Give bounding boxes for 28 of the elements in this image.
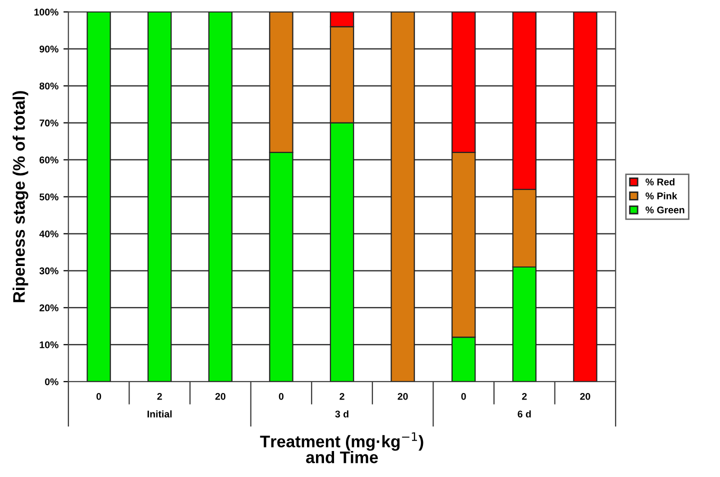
- x-tick-label: 0: [278, 392, 284, 400]
- y-tick-label: 10%: [40, 341, 58, 348]
- x-tick-label: 2: [522, 392, 527, 400]
- text: Initial: [148, 410, 172, 418]
- legend-label: % Pink: [646, 192, 678, 200]
- x-tick-label: 0: [96, 392, 102, 400]
- text: Treatment (mg·kg$^{−1}$) and Time: [260, 432, 424, 464]
- legend-label: % Red: [646, 178, 674, 186]
- legend-label: % Green: [646, 206, 684, 214]
- y-tick-label: 60%: [40, 156, 58, 164]
- y-tick-label: 0%: [45, 378, 58, 386]
- x-tick-label: 0: [461, 392, 466, 400]
- y-axis-title: Ripeness stage (% of total): [12, 91, 28, 302]
- y-tick-label: 70%: [40, 120, 58, 126]
- text: 6 d: [518, 410, 531, 418]
- y-tick-label: 30%: [39, 267, 58, 274]
- y-tick-label: 50%: [40, 193, 58, 200]
- x-tick-label: 2: [340, 392, 344, 400]
- x-tick-label: 20: [398, 392, 408, 400]
- y-tick-label: 20%: [40, 304, 58, 312]
- text: 3 d: [335, 410, 348, 418]
- y-tick-label: 100%: [34, 8, 58, 16]
- y-tick-label: 80%: [40, 82, 58, 90]
- y-tick-label: 40%: [39, 230, 58, 238]
- x-tick-label: 20: [215, 392, 226, 400]
- y-tick-label: 90%: [40, 46, 58, 53]
- x-tick-label: 20: [580, 392, 590, 400]
- x-tick-label: 2: [157, 392, 162, 400]
